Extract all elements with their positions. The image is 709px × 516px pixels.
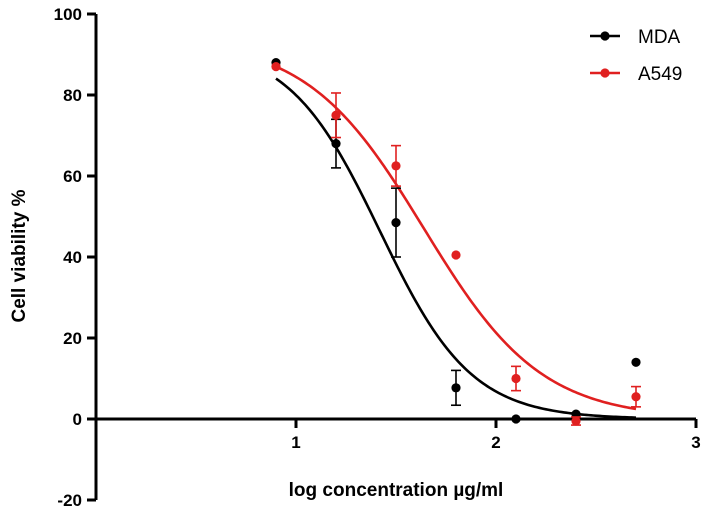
mda-point (631, 357, 641, 367)
fit-curves (275, 65, 637, 419)
mda-fit-curve (275, 77, 637, 419)
mda-point (391, 217, 401, 228)
legend-label: A549 (638, 64, 682, 85)
y-tick-label: 40 (63, 248, 82, 267)
axes: -20 0 20 40 60 80 100 1 2 3 (54, 5, 701, 510)
a549-point (271, 62, 281, 72)
x-axis-title: log concentration µg/ml (289, 480, 504, 501)
legend-item-a549: A549 (590, 64, 682, 85)
legend-marker (600, 31, 610, 41)
mda-point (511, 414, 521, 424)
a549-point (331, 110, 341, 120)
y-tick-label: 0 (73, 410, 82, 429)
a549-point (391, 161, 401, 171)
y-tick-label: -20 (57, 491, 82, 510)
mda-point (451, 383, 461, 393)
x-tick-label: 1 (291, 433, 300, 452)
legend-label: MDA (638, 27, 681, 48)
y-tick-label: 20 (63, 329, 82, 348)
legend-item-mda: MDA (590, 27, 681, 48)
a549-point (631, 392, 641, 402)
a549-point (451, 250, 461, 260)
legend: MDA A549 (590, 27, 682, 85)
legend-marker (600, 68, 610, 78)
y-axis-title: Cell viability % (9, 189, 30, 322)
data-points (271, 58, 641, 426)
a549-point (571, 416, 581, 426)
y-tick-label: 100 (54, 5, 82, 24)
y-tick-label: 60 (63, 167, 82, 186)
y-tick-label: 80 (63, 86, 82, 105)
a549-point (511, 373, 521, 384)
x-tick-label: 2 (491, 433, 500, 452)
x-tick-label: 3 (691, 433, 700, 452)
mda-point (331, 139, 341, 149)
